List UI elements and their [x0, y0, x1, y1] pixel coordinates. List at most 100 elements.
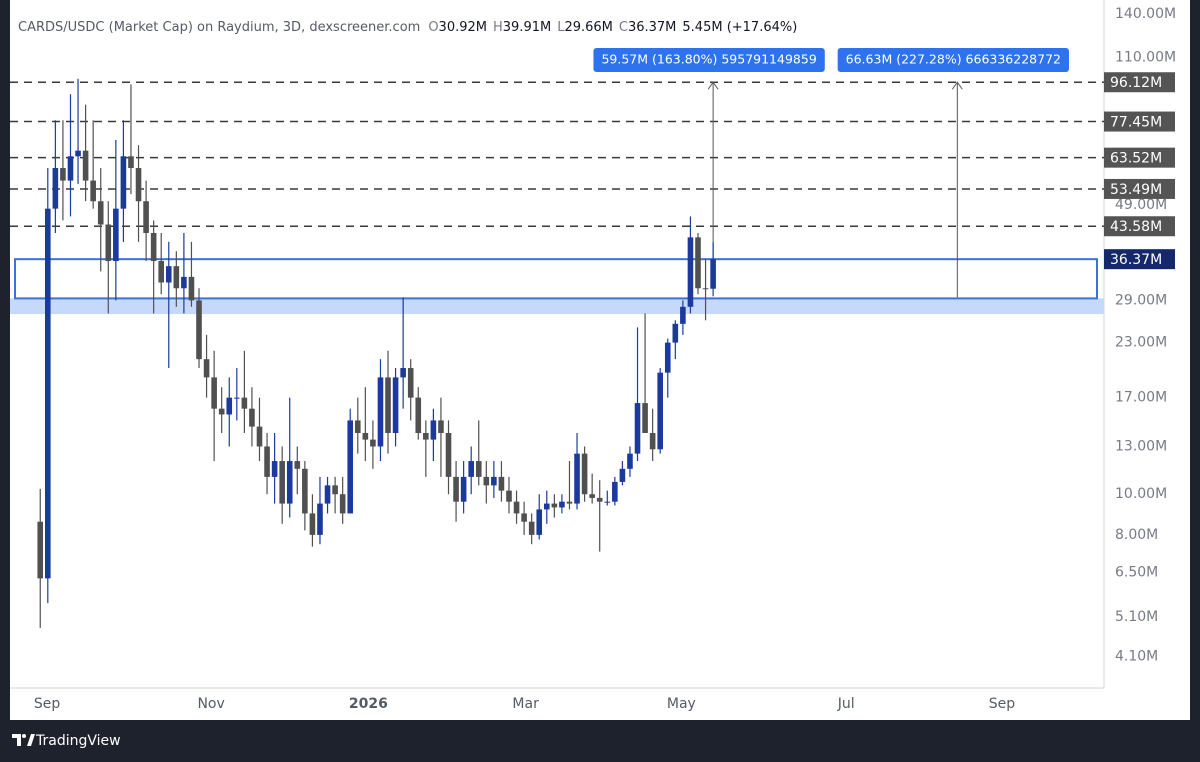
ohlc-key: O — [428, 20, 438, 35]
candle-body — [45, 208, 51, 579]
candle-body — [135, 168, 142, 202]
candle-body — [695, 237, 701, 289]
candle-body — [483, 476, 490, 486]
candle-body — [415, 397, 422, 433]
measure-arrow — [707, 81, 719, 90]
measure-label: 59.57M (163.80%) 595791149859 — [601, 52, 816, 67]
candle-body — [710, 259, 716, 289]
level-label: 43.58M — [1110, 219, 1162, 235]
candle-body — [642, 403, 648, 433]
y-tick-label: 17.00M — [1115, 390, 1167, 406]
ohlc-key: H — [493, 20, 503, 35]
x-tick-label: 2026 — [349, 696, 388, 712]
candle-body — [90, 180, 96, 202]
candle-body — [264, 446, 270, 477]
candle-body — [377, 377, 384, 447]
candle-body — [498, 476, 505, 491]
candle-body — [460, 476, 467, 502]
x-tick-label: Sep — [34, 696, 61, 712]
candle-body — [649, 432, 656, 450]
candle-body — [347, 420, 354, 514]
measure-label-box — [593, 48, 825, 72]
candle-body — [612, 481, 618, 502]
measure-arrow — [951, 81, 963, 90]
candle-body — [453, 476, 459, 502]
candle-body — [324, 485, 331, 504]
candle-body — [120, 156, 127, 209]
x-tick-label: May — [667, 696, 696, 712]
ohlc-change: 5.45M (+17.64%) — [682, 20, 797, 35]
candle-body — [203, 359, 210, 378]
measure-label-box — [837, 48, 1069, 72]
candle-body — [619, 468, 626, 482]
candle-body — [75, 150, 81, 157]
candle-body — [672, 323, 679, 343]
candle-body — [196, 300, 202, 360]
y-tick-label: 10.00M — [1115, 486, 1167, 502]
ohlc-value: 39.91M — [503, 20, 551, 35]
candle-body — [604, 501, 611, 503]
candle-body — [234, 397, 240, 399]
y-tick-label: 13.00M — [1115, 438, 1167, 454]
candle-body — [173, 266, 180, 289]
candle-body — [37, 521, 44, 579]
level-label-box — [1104, 216, 1175, 237]
candle-body — [279, 461, 285, 504]
level-label-box — [1104, 72, 1175, 93]
candle-body — [249, 408, 255, 427]
candle-body — [294, 461, 301, 469]
candle-body — [657, 372, 664, 450]
candle-body — [128, 156, 134, 169]
level-label: 63.52M — [1110, 151, 1162, 167]
candle-body — [566, 501, 573, 504]
candle-body — [60, 168, 66, 181]
chart-header: CARDS/USDC (Market Cap) on Raydium, 3D, … — [18, 20, 797, 35]
candle-body — [385, 377, 391, 433]
y-tick-label: 4.10M — [1115, 649, 1158, 665]
x-tick-label: Nov — [197, 696, 224, 712]
candle-body — [536, 509, 543, 535]
ohlc-value: 30.92M — [439, 20, 487, 35]
candle-body — [97, 201, 104, 225]
candle-body — [400, 368, 406, 378]
y-tick-label: 49.00M — [1115, 197, 1167, 213]
candle-body — [423, 432, 429, 440]
level-label-box — [1104, 147, 1175, 168]
candle-body — [317, 503, 323, 535]
candle-body — [664, 342, 671, 373]
level-label: 96.12M — [1110, 75, 1162, 91]
last-price-box — [1104, 249, 1175, 270]
y-tick-label: 8.00M — [1115, 527, 1158, 543]
candle-body — [551, 503, 558, 508]
candle-body — [543, 503, 550, 510]
y-tick-label: 29.00M — [1115, 292, 1167, 308]
candle-body — [528, 521, 535, 535]
candle-body — [113, 208, 119, 262]
candle-body — [52, 168, 59, 209]
candle-body — [581, 453, 588, 495]
candle-body — [475, 461, 482, 477]
level-label: 53.49M — [1110, 182, 1162, 198]
candle-body — [407, 368, 414, 398]
ohlc-key: C — [619, 20, 628, 35]
candle-body — [513, 501, 520, 514]
candle-body — [445, 432, 452, 477]
candle-body — [687, 237, 694, 307]
y-tick-label: 5.10M — [1115, 609, 1158, 625]
candle-body — [596, 497, 603, 502]
chart-title: CARDS/USDC (Market Cap) on Raydium, 3D, … — [18, 20, 420, 35]
candle-body — [702, 288, 709, 290]
candle-body — [256, 426, 263, 447]
candle-body — [491, 476, 497, 486]
candle-body — [521, 513, 527, 522]
candle-body — [271, 461, 278, 477]
level-label-box — [1104, 111, 1175, 132]
candle-body — [158, 261, 165, 283]
zone-box — [14, 258, 1098, 300]
candle-body — [438, 420, 444, 433]
x-tick-label: Sep — [989, 696, 1016, 712]
candle-body — [559, 501, 565, 508]
candle-body — [627, 453, 633, 469]
